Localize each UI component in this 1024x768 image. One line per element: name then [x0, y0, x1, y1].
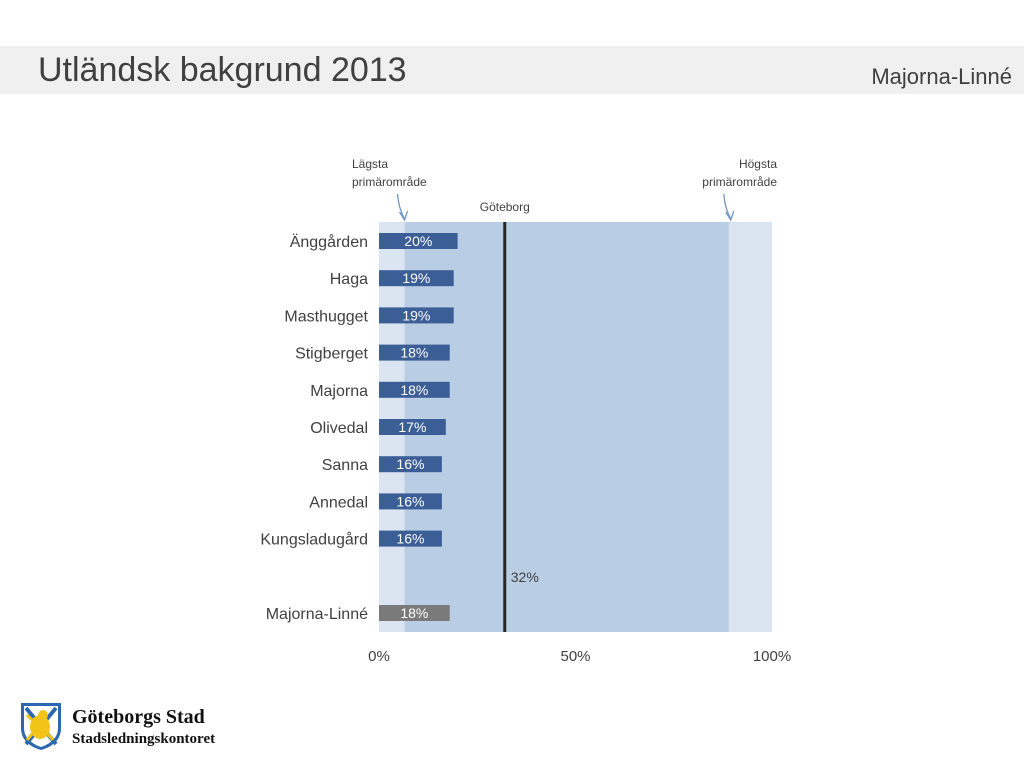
category-label: Olivedal [310, 420, 368, 437]
bar-value-label: 18% [400, 382, 428, 398]
annotations: Göteborg Lägsta primärområde Högsta primärom… [352, 157, 777, 222]
bar-value-label: 16% [396, 493, 424, 509]
bar [379, 307, 454, 324]
bar [379, 381, 450, 398]
category-label: Stigberget [295, 346, 368, 363]
bar-value-label: 20% [404, 233, 432, 249]
header-band [0, 46, 1024, 94]
bar [379, 456, 442, 473]
bar [379, 344, 450, 361]
bar [379, 270, 454, 287]
page-title: Utländsk bakgrund 2013 [38, 51, 407, 89]
x-tick-label: 100% [753, 648, 791, 665]
bar-value-label: 17% [398, 419, 426, 435]
min-annotation-line1: Lägsta [352, 157, 388, 171]
bars [379, 222, 507, 632]
category-label: Annedal [309, 494, 368, 511]
bar [379, 233, 458, 249]
bar [379, 493, 442, 510]
logo-department: Stadsledningskontoret [72, 731, 216, 747]
min-annotation-arrow [396, 193, 409, 222]
logo-name: Göteborgs Stad [72, 706, 205, 728]
max-annotation-line1: Högsta [739, 157, 777, 171]
range-bands [379, 222, 772, 632]
category-label: Masthugget [284, 308, 368, 325]
chart-labels: Änggården 20% Haga 19% Masthugget 19% Stigberg… [260, 233, 791, 665]
bar [379, 530, 442, 547]
category-label: Haga [330, 271, 368, 288]
category-label: Änggården [290, 233, 368, 251]
category-label: Sanna [322, 457, 368, 474]
bar-value-label: 19% [402, 270, 430, 286]
primary-area-range-band [404, 222, 729, 632]
x-tick-label: 50% [560, 648, 590, 665]
reference-value-label: 32% [511, 569, 539, 585]
total-bar [379, 605, 450, 621]
category-label: Kungsladugård [260, 531, 368, 549]
total-value-label: 18% [400, 605, 428, 621]
reference-label: Göteborg [480, 200, 530, 214]
bar-value-label: 16% [396, 531, 424, 547]
category-label: Majorna [310, 383, 368, 400]
bar-value-label: 16% [396, 456, 424, 472]
x-tick-label: 0% [368, 648, 390, 665]
max-annotation-line2: primärområde [702, 175, 777, 189]
total-category-label: Majorna-Linné [266, 606, 368, 623]
max-annotation-arrow [723, 193, 735, 222]
bar-value-label: 19% [402, 307, 430, 323]
logo-block: Göteborgs Stad Stadsledningskontoret [18, 698, 278, 758]
city-crest-icon [21, 703, 61, 750]
district-label: Majorna-Linné [871, 64, 1012, 89]
bar-value-label: 18% [400, 345, 428, 361]
bar [379, 419, 446, 435]
min-annotation-line2: primärområde [352, 175, 427, 189]
